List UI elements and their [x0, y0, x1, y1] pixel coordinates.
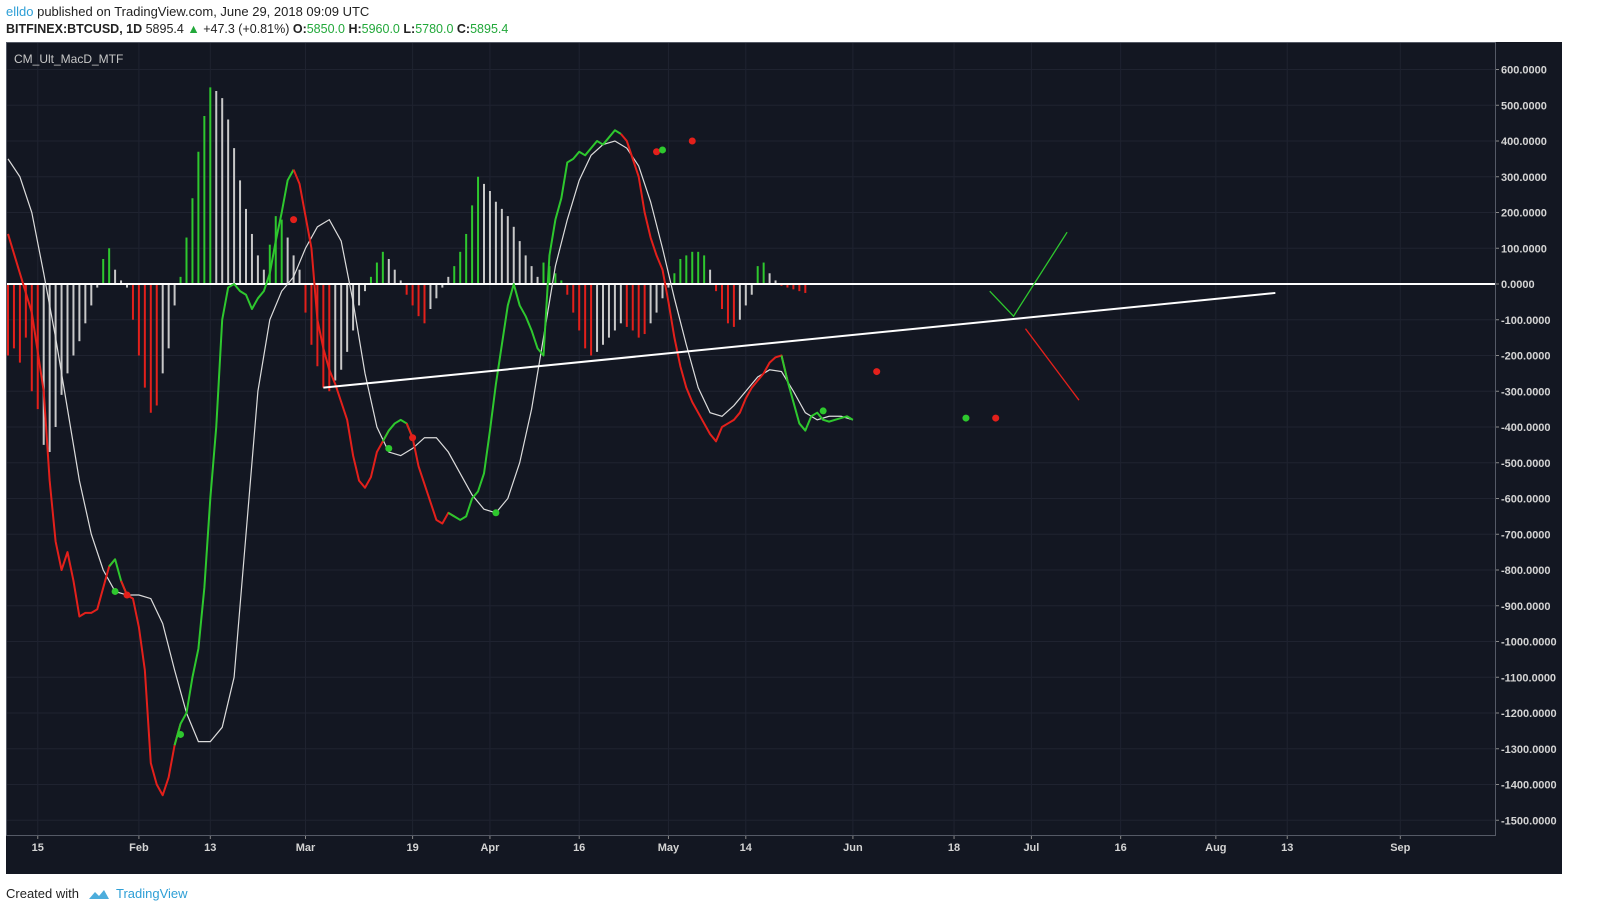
cross-dot-red — [873, 368, 881, 376]
signal-line — [7, 140, 854, 743]
close-label: C: — [456, 22, 471, 36]
cross-dot-red — [688, 137, 696, 145]
cross-dots — [111, 137, 1000, 738]
macd-line-red — [620, 133, 789, 443]
x-tick-label: 16 — [573, 842, 585, 854]
price-change: +47.3 (+0.81%) — [203, 22, 290, 36]
macd-line-green — [173, 169, 295, 746]
macd-chart[interactable]: CM_Ult_MacD_MTF 600.0000 500.0000 400.0000… — [6, 42, 1562, 874]
y-tick-label: -200.0000 — [1501, 351, 1551, 363]
x-tick-label: Feb — [129, 842, 149, 854]
x-tick-label: Jul — [1023, 842, 1039, 854]
y-tick-label: -1200.0000 — [1501, 708, 1557, 720]
y-tick-label: -500.0000 — [1501, 458, 1551, 470]
cross-dot-green — [111, 587, 119, 595]
high-value: 5960.0 — [361, 22, 400, 36]
y-tick-label: 300.0000 — [1501, 172, 1547, 184]
y-tick-label: -1000.0000 — [1501, 637, 1557, 649]
y-tick-label: -1100.0000 — [1501, 672, 1556, 684]
macd-line-red — [405, 423, 455, 525]
x-tick-label: Sep — [1390, 842, 1410, 854]
y-tick-label: 100.0000 — [1501, 243, 1547, 255]
macd-line-green — [780, 355, 854, 432]
open-value: 5850.0 — [306, 22, 345, 36]
author-link[interactable]: elldo — [6, 4, 34, 19]
low-value: 5780.0 — [415, 22, 454, 36]
chart-background — [6, 42, 1562, 874]
cross-dot-red — [409, 434, 417, 442]
y-axis[interactable]: 600.0000 500.0000 400.0000 300.0000 200.0000… — [1495, 65, 1557, 828]
publish-info: elldo published on TradingView.com, June… — [6, 4, 369, 19]
trendline — [323, 291, 1276, 389]
x-tick-label: 14 — [740, 842, 753, 854]
projection-green — [989, 231, 1068, 318]
chart-container[interactable]: CM_Ult_MacD_MTF 600.0000 500.0000 400.0000… — [6, 42, 1562, 874]
cross-dot-green — [962, 414, 970, 422]
macd-line-red — [7, 233, 116, 618]
macd-line-green — [447, 129, 622, 521]
y-tick-label: -800.0000 — [1501, 565, 1551, 577]
macd-line-red — [292, 169, 390, 489]
histogram — [7, 87, 807, 453]
y-tick-label: 500.0000 — [1501, 100, 1547, 112]
cross-dot-green — [385, 444, 393, 452]
y-tick-label: -600.0000 — [1501, 494, 1551, 506]
y-tick-label: -700.0000 — [1501, 529, 1551, 541]
close-value: 5895.4 — [470, 22, 509, 36]
tradingview-cloud-icon — [88, 889, 109, 899]
last-price: 5895.4 — [145, 22, 184, 36]
projection-red — [1024, 328, 1080, 401]
cross-dot-green — [492, 509, 500, 517]
tradingview-label: TradingView — [115, 886, 188, 901]
y-tick-label: 600.0000 — [1501, 65, 1547, 77]
cross-dot-green — [819, 407, 827, 415]
y-tick-label: 200.0000 — [1501, 208, 1547, 220]
x-tick-label: 15 — [32, 842, 44, 854]
plot-border — [6, 42, 1496, 836]
cross-dot-green — [177, 730, 185, 738]
symbol-name: BITFINEX:BTCUSD, 1D — [6, 22, 143, 36]
tradingview-brand[interactable]: TradingView — [87, 886, 188, 901]
series-lines — [7, 129, 854, 797]
y-tick-label: 0.0000 — [1501, 279, 1535, 291]
x-tick-label: May — [658, 842, 680, 854]
up-arrow-icon: ▲ — [187, 22, 200, 36]
x-axis[interactable]: 15 Feb 13 Mar 19 Apr 16 May 14 Jun 18 Jul 16 Aug 13 Sep — [32, 835, 1411, 854]
footer: Created with TradingView — [6, 886, 188, 901]
x-tick-label: Apr — [480, 842, 500, 854]
symbol-line: BITFINEX:BTCUSD, 1D 5895.4 ▲ +47.3 (+0.8… — [6, 22, 508, 36]
x-tick-label: 13 — [1281, 842, 1293, 854]
y-tick-label: -400.0000 — [1501, 422, 1551, 434]
y-tick-label: -900.0000 — [1501, 601, 1551, 613]
open-label: O: — [292, 22, 307, 36]
y-tick-label: -100.0000 — [1501, 315, 1551, 327]
y-tick-label: -1500.0000 — [1501, 815, 1557, 827]
drawings — [323, 231, 1276, 401]
x-tick-label: 16 — [1115, 842, 1127, 854]
macd-line-red — [120, 580, 182, 797]
x-tick-label: Aug — [1205, 842, 1226, 854]
x-tick-label: 18 — [948, 842, 960, 854]
published-text: published on TradingView.com, June 29, 2… — [37, 4, 370, 19]
x-tick-label: Jun — [843, 842, 863, 854]
cross-dot-red — [123, 591, 131, 599]
cross-dot-red — [290, 216, 298, 224]
y-tick-label: -300.0000 — [1501, 386, 1551, 398]
created-with-text: Created with — [6, 886, 79, 901]
cross-dot-red — [653, 148, 661, 156]
y-tick-label: -1300.0000 — [1501, 744, 1557, 756]
cross-dot-red — [992, 414, 1000, 422]
x-tick-label: 19 — [406, 842, 418, 854]
y-tick-label: -1400.0000 — [1501, 780, 1557, 792]
x-tick-label: Mar — [296, 842, 316, 854]
indicator-title: CM_Ult_MacD_MTF — [14, 52, 123, 66]
x-tick-label: 13 — [204, 842, 216, 854]
y-tick-label: 400.0000 — [1501, 136, 1547, 148]
grid — [7, 43, 1495, 835]
high-label: H: — [348, 22, 362, 36]
cross-dot-green — [659, 146, 666, 154]
low-label: L: — [403, 22, 416, 36]
